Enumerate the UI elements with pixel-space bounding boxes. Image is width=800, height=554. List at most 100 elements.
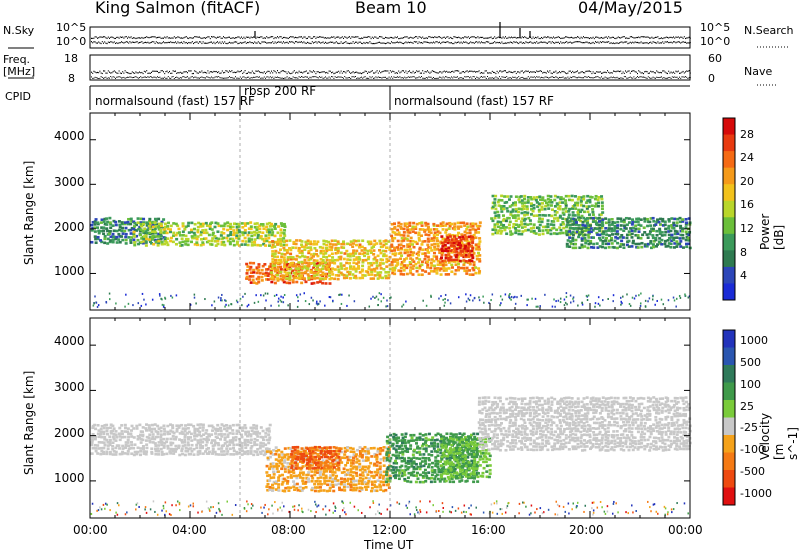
data-cell <box>391 258 395 262</box>
data-cell <box>255 450 259 454</box>
noise-mark <box>628 303 631 306</box>
noise-mark <box>490 503 493 506</box>
data-cell <box>115 435 119 439</box>
data-cell <box>373 274 377 277</box>
data-cell <box>429 231 433 235</box>
data-cell <box>493 424 497 427</box>
data-cell <box>391 271 395 275</box>
data-cell <box>468 273 472 276</box>
data-cell <box>454 456 458 460</box>
data-cell <box>478 458 482 461</box>
data-cell <box>506 195 510 198</box>
data-cell <box>503 201 507 205</box>
data-cell <box>252 281 256 284</box>
data-cell <box>451 475 455 479</box>
data-cell <box>491 232 495 236</box>
data-cell <box>564 231 568 235</box>
data-cell <box>458 467 462 471</box>
data-cell <box>246 243 250 247</box>
data-cell <box>607 227 611 230</box>
data-cell <box>432 447 436 450</box>
data-cell <box>444 269 448 272</box>
data-cell <box>500 207 504 211</box>
data-cell <box>477 426 481 430</box>
data-cell <box>601 218 605 221</box>
data-cell <box>177 231 181 234</box>
noise-mark <box>521 501 524 504</box>
data-cell <box>361 252 365 256</box>
data-cell <box>535 214 539 217</box>
data-cell <box>386 435 390 439</box>
noise-mark <box>281 501 284 504</box>
data-cell <box>491 228 495 232</box>
data-cell <box>106 447 110 451</box>
data-cell <box>198 452 202 455</box>
data-cell <box>334 446 338 450</box>
data-cell <box>316 471 320 474</box>
data-cell <box>534 232 538 235</box>
data-cell <box>616 217 620 220</box>
data-cell <box>643 244 647 248</box>
noise-mark <box>684 294 687 297</box>
data-cell <box>252 426 256 430</box>
data-cell <box>538 223 542 227</box>
data-cell <box>519 195 523 198</box>
data-cell <box>477 231 481 234</box>
data-cell <box>250 444 254 448</box>
data-cell <box>360 269 364 273</box>
data-cell <box>496 417 500 421</box>
data-cell <box>444 449 448 452</box>
data-cell <box>459 225 463 228</box>
data-cell <box>514 201 518 204</box>
data-cell <box>616 237 620 240</box>
data-cell <box>109 239 113 242</box>
data-cell <box>472 268 476 272</box>
data-cell <box>157 444 161 447</box>
data-cell <box>475 455 479 459</box>
data-cell <box>261 445 265 448</box>
data-cell <box>499 417 503 421</box>
data-cell <box>355 474 359 478</box>
power-colorbar-tick: 8 <box>740 245 747 259</box>
data-cell <box>352 486 356 490</box>
noise-mark <box>488 301 490 304</box>
data-cell <box>426 248 430 252</box>
data-cell <box>325 258 329 262</box>
data-cell <box>216 442 220 445</box>
data-cell <box>456 476 460 480</box>
data-cell <box>265 278 269 281</box>
data-cell <box>408 260 412 264</box>
data-cell <box>588 200 592 204</box>
noise-mark <box>615 502 617 505</box>
data-cell <box>229 225 233 229</box>
data-cell <box>232 231 236 235</box>
data-cell <box>295 267 299 270</box>
noise-mark <box>221 293 223 296</box>
data-cell <box>301 461 305 465</box>
data-cell <box>455 458 459 462</box>
data-cell <box>268 221 272 225</box>
data-cell <box>303 245 307 249</box>
data-cell <box>210 424 214 428</box>
data-cell <box>121 447 125 450</box>
data-cell <box>596 246 600 249</box>
data-cell <box>292 276 296 279</box>
data-cell <box>155 225 159 228</box>
data-cell <box>285 248 289 252</box>
data-cell <box>449 244 453 247</box>
noise-mark <box>597 296 600 299</box>
data-cell <box>243 222 247 225</box>
data-cell <box>536 226 540 230</box>
data-cell <box>382 446 386 449</box>
data-cell <box>267 427 271 430</box>
noise-mark <box>620 300 622 303</box>
data-cell <box>283 248 287 252</box>
data-cell <box>391 230 395 234</box>
data-cell <box>310 470 314 473</box>
data-cell <box>550 220 554 223</box>
data-cell <box>289 462 293 466</box>
noise-mark <box>577 304 579 307</box>
data-cell <box>210 439 214 442</box>
noise-mark <box>500 302 502 305</box>
data-cell <box>366 485 370 489</box>
